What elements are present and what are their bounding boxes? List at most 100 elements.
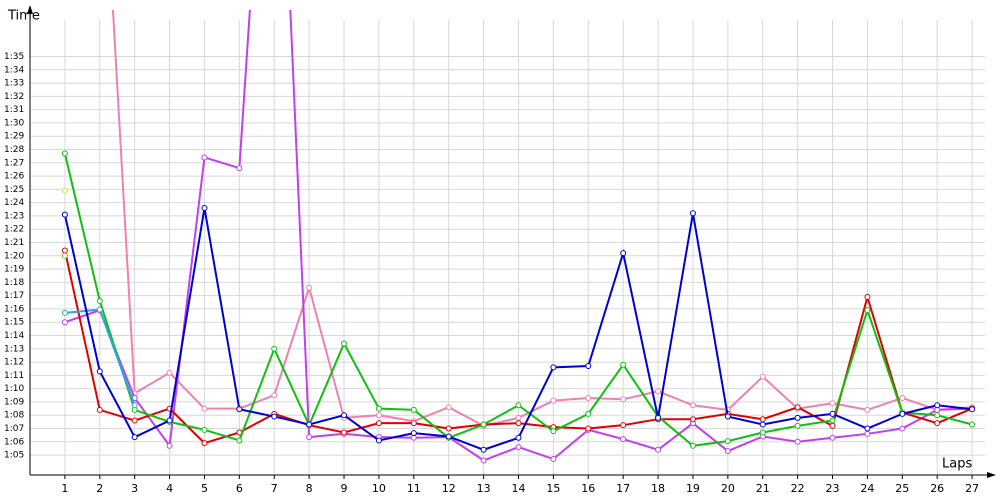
data-point [131, 417, 138, 424]
data-point [550, 428, 557, 435]
y-tick-label: 1:19 [4, 265, 24, 275]
y-tick-label: 1:21 [4, 238, 24, 248]
data-point [445, 404, 452, 411]
data-point [759, 373, 766, 380]
data-point [410, 420, 417, 427]
data-point [96, 406, 103, 413]
y-tick-label: 1:33 [4, 79, 24, 89]
y-tick-label: 1:30 [4, 118, 24, 128]
y-tick-label: 1:35 [4, 52, 24, 62]
data-point [969, 421, 976, 428]
data-point [794, 404, 801, 411]
data-point [759, 421, 766, 428]
x-tick-label: 26 [930, 482, 944, 495]
y-tick-label: 1:13 [4, 344, 24, 354]
data-point [620, 436, 627, 443]
y-tick-label: 1:24 [4, 198, 24, 208]
data-point [201, 154, 208, 161]
data-point [480, 446, 487, 453]
data-point [969, 406, 976, 413]
x-axis-arrow [987, 472, 996, 478]
data-point [166, 369, 173, 376]
data-point [375, 405, 382, 412]
data-point [96, 306, 103, 313]
y-axis-title: Time [7, 9, 40, 24]
y-tick-label: 1:11 [4, 371, 24, 381]
y-tick-label: 1:29 [4, 132, 24, 142]
data-point [515, 414, 522, 421]
y-tick-label: 1:31 [4, 105, 24, 115]
y-tick-label: 1:23 [4, 211, 24, 221]
data-point [759, 429, 766, 436]
x-tick-label: 27 [965, 482, 979, 495]
y-tick-label: 1:32 [4, 92, 24, 102]
x-tick-label: 18 [651, 482, 665, 495]
data-point [829, 417, 836, 424]
x-tick-label: 14 [511, 482, 525, 495]
y-tick-label: 1:06 [4, 437, 24, 447]
y-tick-label: 1:10 [4, 384, 24, 394]
data-point [61, 309, 68, 316]
data-point [131, 434, 138, 441]
data-point [724, 413, 731, 420]
y-tick-label: 1:20 [4, 251, 24, 261]
data-point [201, 204, 208, 211]
data-point [550, 364, 557, 371]
x-tick-label: 8 [306, 482, 313, 495]
data-point [375, 437, 382, 444]
x-tick-label: 24 [860, 482, 874, 495]
data-point [341, 429, 348, 436]
data-point [410, 430, 417, 437]
y-tick-label: 1:25 [4, 185, 24, 195]
data-point [899, 394, 906, 401]
data-point [61, 247, 68, 254]
y-tick-label: 1:05 [4, 451, 24, 461]
x-tick-label: 5 [201, 482, 208, 495]
data-point [655, 414, 662, 421]
data-point [934, 420, 941, 427]
data-point [410, 406, 417, 413]
data-point [689, 402, 696, 409]
y-tick-label: 1:27 [4, 158, 24, 168]
x-tick-label: 20 [721, 482, 735, 495]
data-point [585, 410, 592, 417]
x-tick-label: 11 [407, 482, 421, 495]
data-point [794, 438, 801, 445]
x-axis-title: Laps [942, 457, 972, 472]
x-tick-label: 4 [166, 482, 173, 495]
data-point [61, 211, 68, 218]
data-point [236, 406, 243, 413]
x-tick-label: 25 [895, 482, 909, 495]
y-axis-arrow [27, 5, 33, 14]
data-point [794, 414, 801, 421]
data-point [550, 397, 557, 404]
data-point [166, 442, 173, 449]
data-point [585, 363, 592, 370]
x-tick-label: 9 [341, 482, 348, 495]
grid: 1:05 1:06 1:07 1:08 1:09 1:10 1:11 1:12 1:13 1:14… [4, 20, 985, 495]
data-point [829, 400, 836, 407]
x-tick-label: 16 [581, 482, 595, 495]
data-point [271, 345, 278, 352]
data-point [131, 402, 138, 409]
data-point [655, 388, 662, 395]
data-point [375, 420, 382, 427]
x-tick-label: 13 [477, 482, 491, 495]
data-point [96, 368, 103, 375]
y-tick-label: 1:18 [4, 278, 24, 288]
data-point [515, 434, 522, 441]
x-tick-label: 1 [61, 482, 68, 495]
data-point [61, 252, 68, 259]
data-point [445, 425, 452, 432]
data-point [236, 437, 243, 444]
data-point [759, 416, 766, 423]
plot-area [61, 10, 976, 464]
data-point [585, 394, 592, 401]
data-point [515, 444, 522, 451]
data-point [480, 421, 487, 428]
data-point [201, 440, 208, 447]
x-tick-label: 3 [131, 482, 138, 495]
y-tick-label: 1:28 [4, 145, 24, 155]
data-point [899, 425, 906, 432]
x-tick-label: 17 [616, 482, 630, 495]
